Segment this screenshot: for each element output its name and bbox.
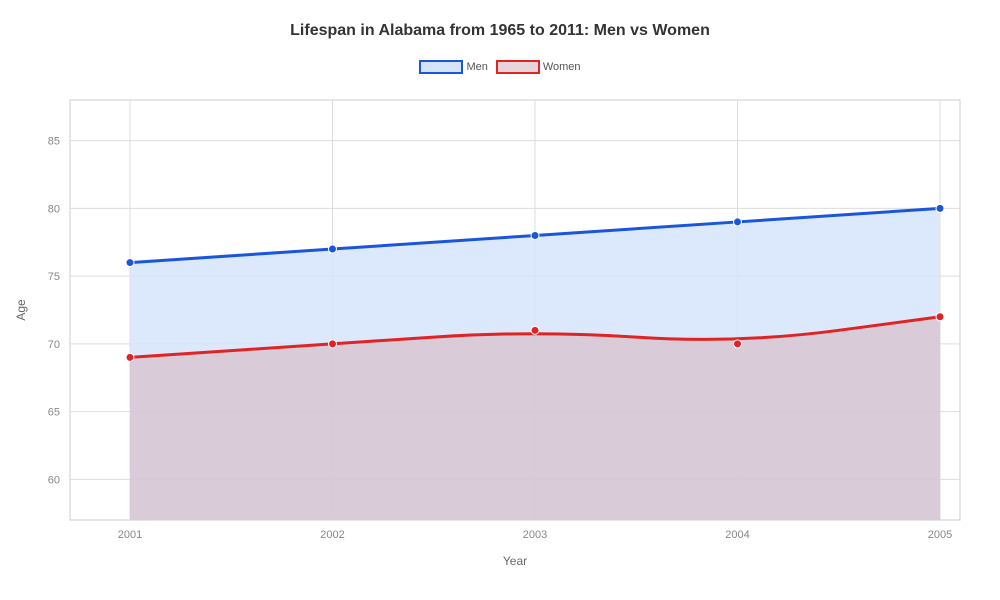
legend-swatch-women: [496, 60, 540, 74]
svg-text:85: 85: [48, 136, 60, 148]
legend: Men Women: [0, 60, 1000, 74]
plot-area: 60657075808520012002200320042005YearAge: [70, 100, 960, 590]
svg-text:Age: Age: [14, 299, 28, 321]
svg-text:2003: 2003: [523, 529, 547, 541]
svg-text:2001: 2001: [118, 529, 142, 541]
svg-text:2005: 2005: [928, 529, 952, 541]
svg-text:80: 80: [48, 203, 60, 215]
svg-text:70: 70: [48, 339, 60, 351]
legend-label-men: Men: [466, 61, 487, 73]
svg-text:2004: 2004: [725, 529, 749, 541]
svg-text:65: 65: [48, 407, 60, 419]
legend-swatch-men: [419, 60, 463, 74]
svg-text:60: 60: [48, 474, 60, 486]
chart-container: Lifespan in Alabama from 1965 to 2011: M…: [0, 0, 1000, 600]
svg-text:2002: 2002: [320, 529, 344, 541]
legend-label-women: Women: [543, 61, 581, 73]
svg-text:75: 75: [48, 271, 60, 283]
chart-title: Lifespan in Alabama from 1965 to 2011: M…: [0, 0, 1000, 40]
legend-item-men: Men: [419, 60, 487, 74]
svg-text:Year: Year: [503, 554, 527, 568]
legend-item-women: Women: [496, 60, 581, 74]
